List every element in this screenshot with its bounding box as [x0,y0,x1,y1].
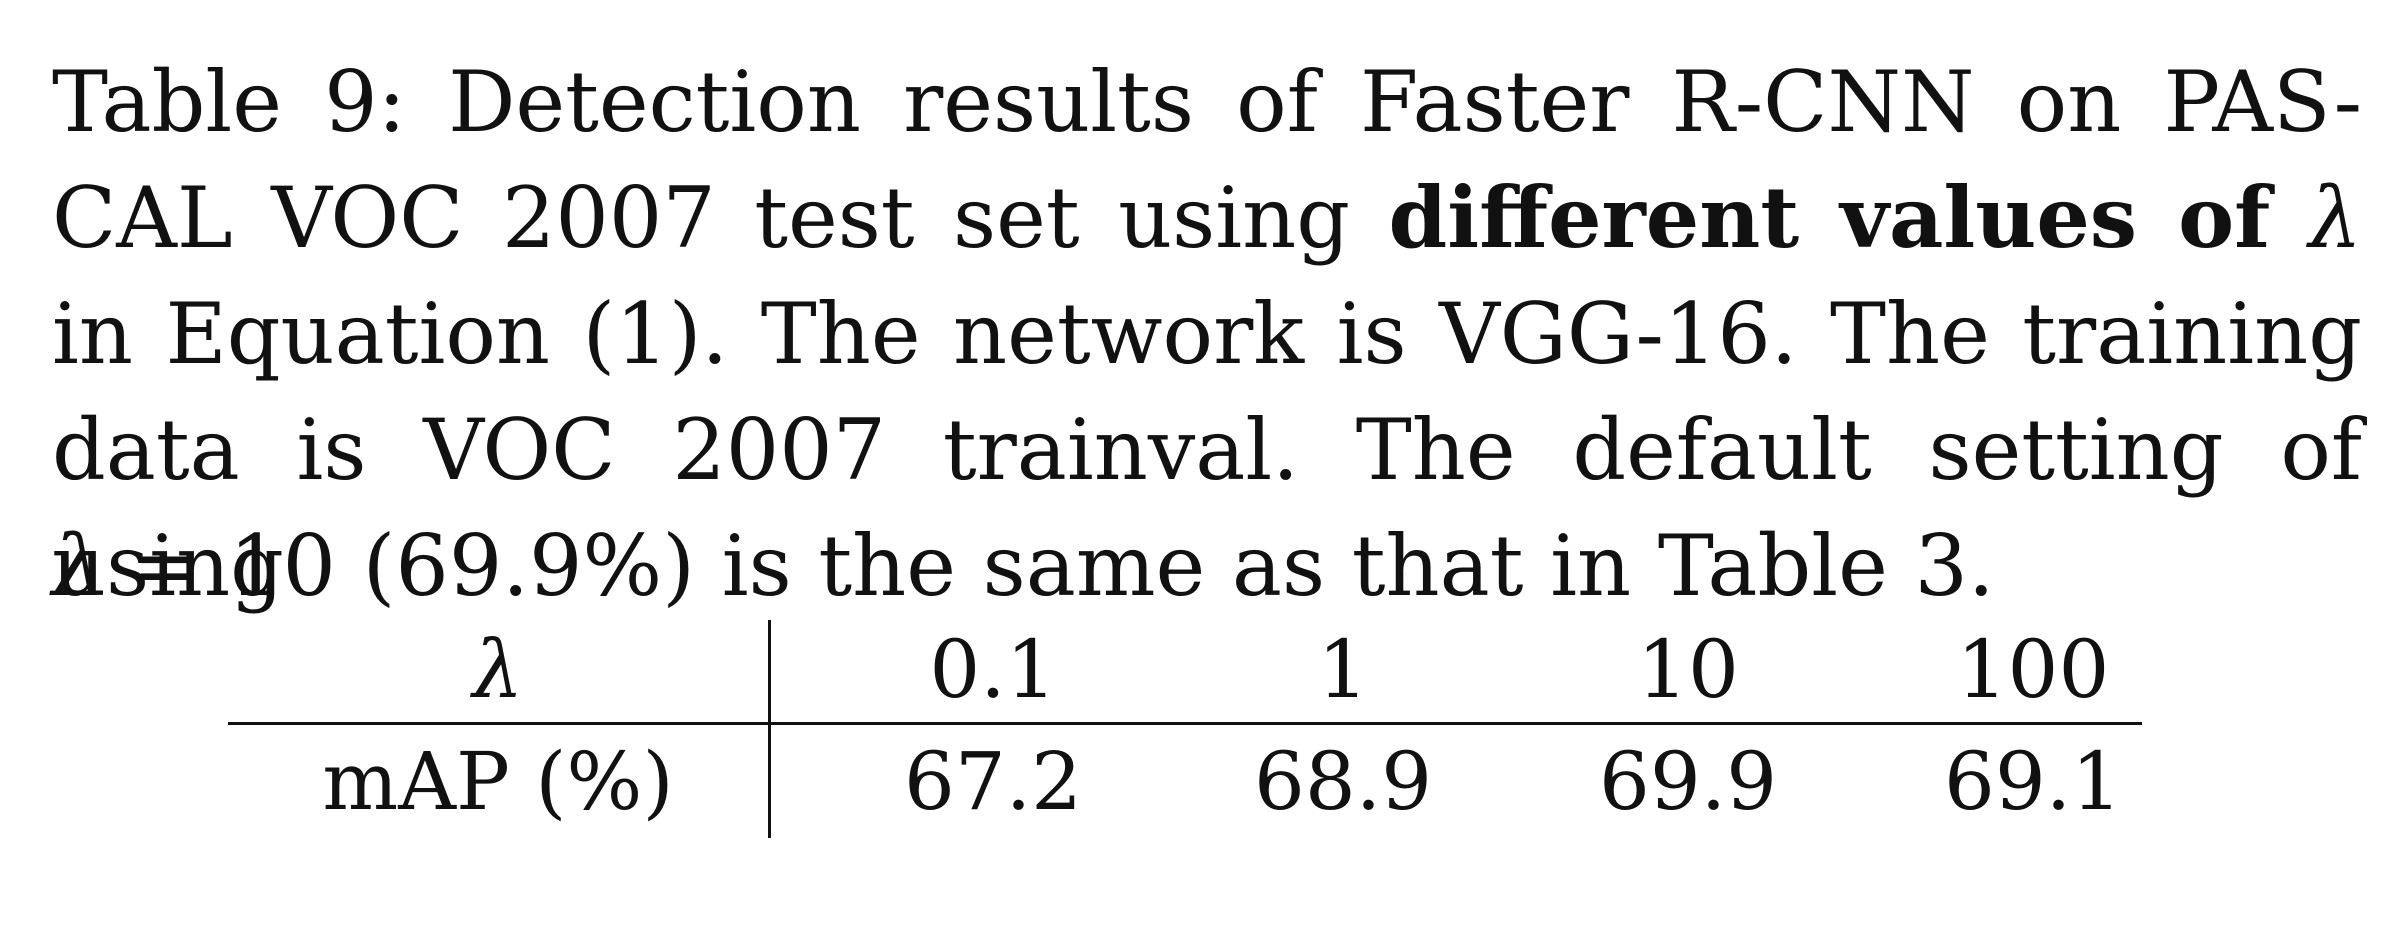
caption-line-5-text: = 10 (69.9%) is the same as that in Tabl… [131,517,1995,615]
caption-bold-phrase: different values of [1388,168,2271,267]
caption-line-4: data is VOC 2007 trainval. The default s… [52,401,2362,615]
table-header-label: λ [472,623,524,716]
table-value-cell: 69.9 [1598,735,1778,828]
table-caption: Table 9: Detection results of Faster R-C… [52,44,2362,624]
lambda-symbol: λ [52,517,106,615]
caption-line-2-text: CAL VOC 2007 test set using [52,169,1351,267]
table-value-cell: 67.2 [903,735,1083,828]
table-value-cell: 69.1 [1943,735,2123,828]
caption-line-2: CAL VOC 2007 test set using different va… [52,160,2362,276]
table-header-cell: 1 [1317,623,1369,716]
caption-line-5: λ = 10 (69.9%) is the same as that in Ta… [52,508,2362,624]
table-header-cell: 10 [1637,623,1739,716]
table-header-cell: 0.1 [929,623,1057,716]
results-table: λ 0.1 1 10 100 mAP (%) 67.2 68.9 69.9 69… [228,620,2142,840]
table-value-cell: 68.9 [1253,735,1433,828]
table-header-cell: 100 [1956,623,2110,716]
table-row-label: mAP (%) [322,735,674,828]
caption-line-3: in Equation (1). The network is VGG-16. … [52,285,2362,383]
caption-line-1: Table 9: Detection results of Faster R-C… [52,53,2362,151]
lambda-symbol: λ [2308,169,2363,267]
table-horizontal-rule [228,722,2142,725]
table-vertical-rule [768,620,771,838]
